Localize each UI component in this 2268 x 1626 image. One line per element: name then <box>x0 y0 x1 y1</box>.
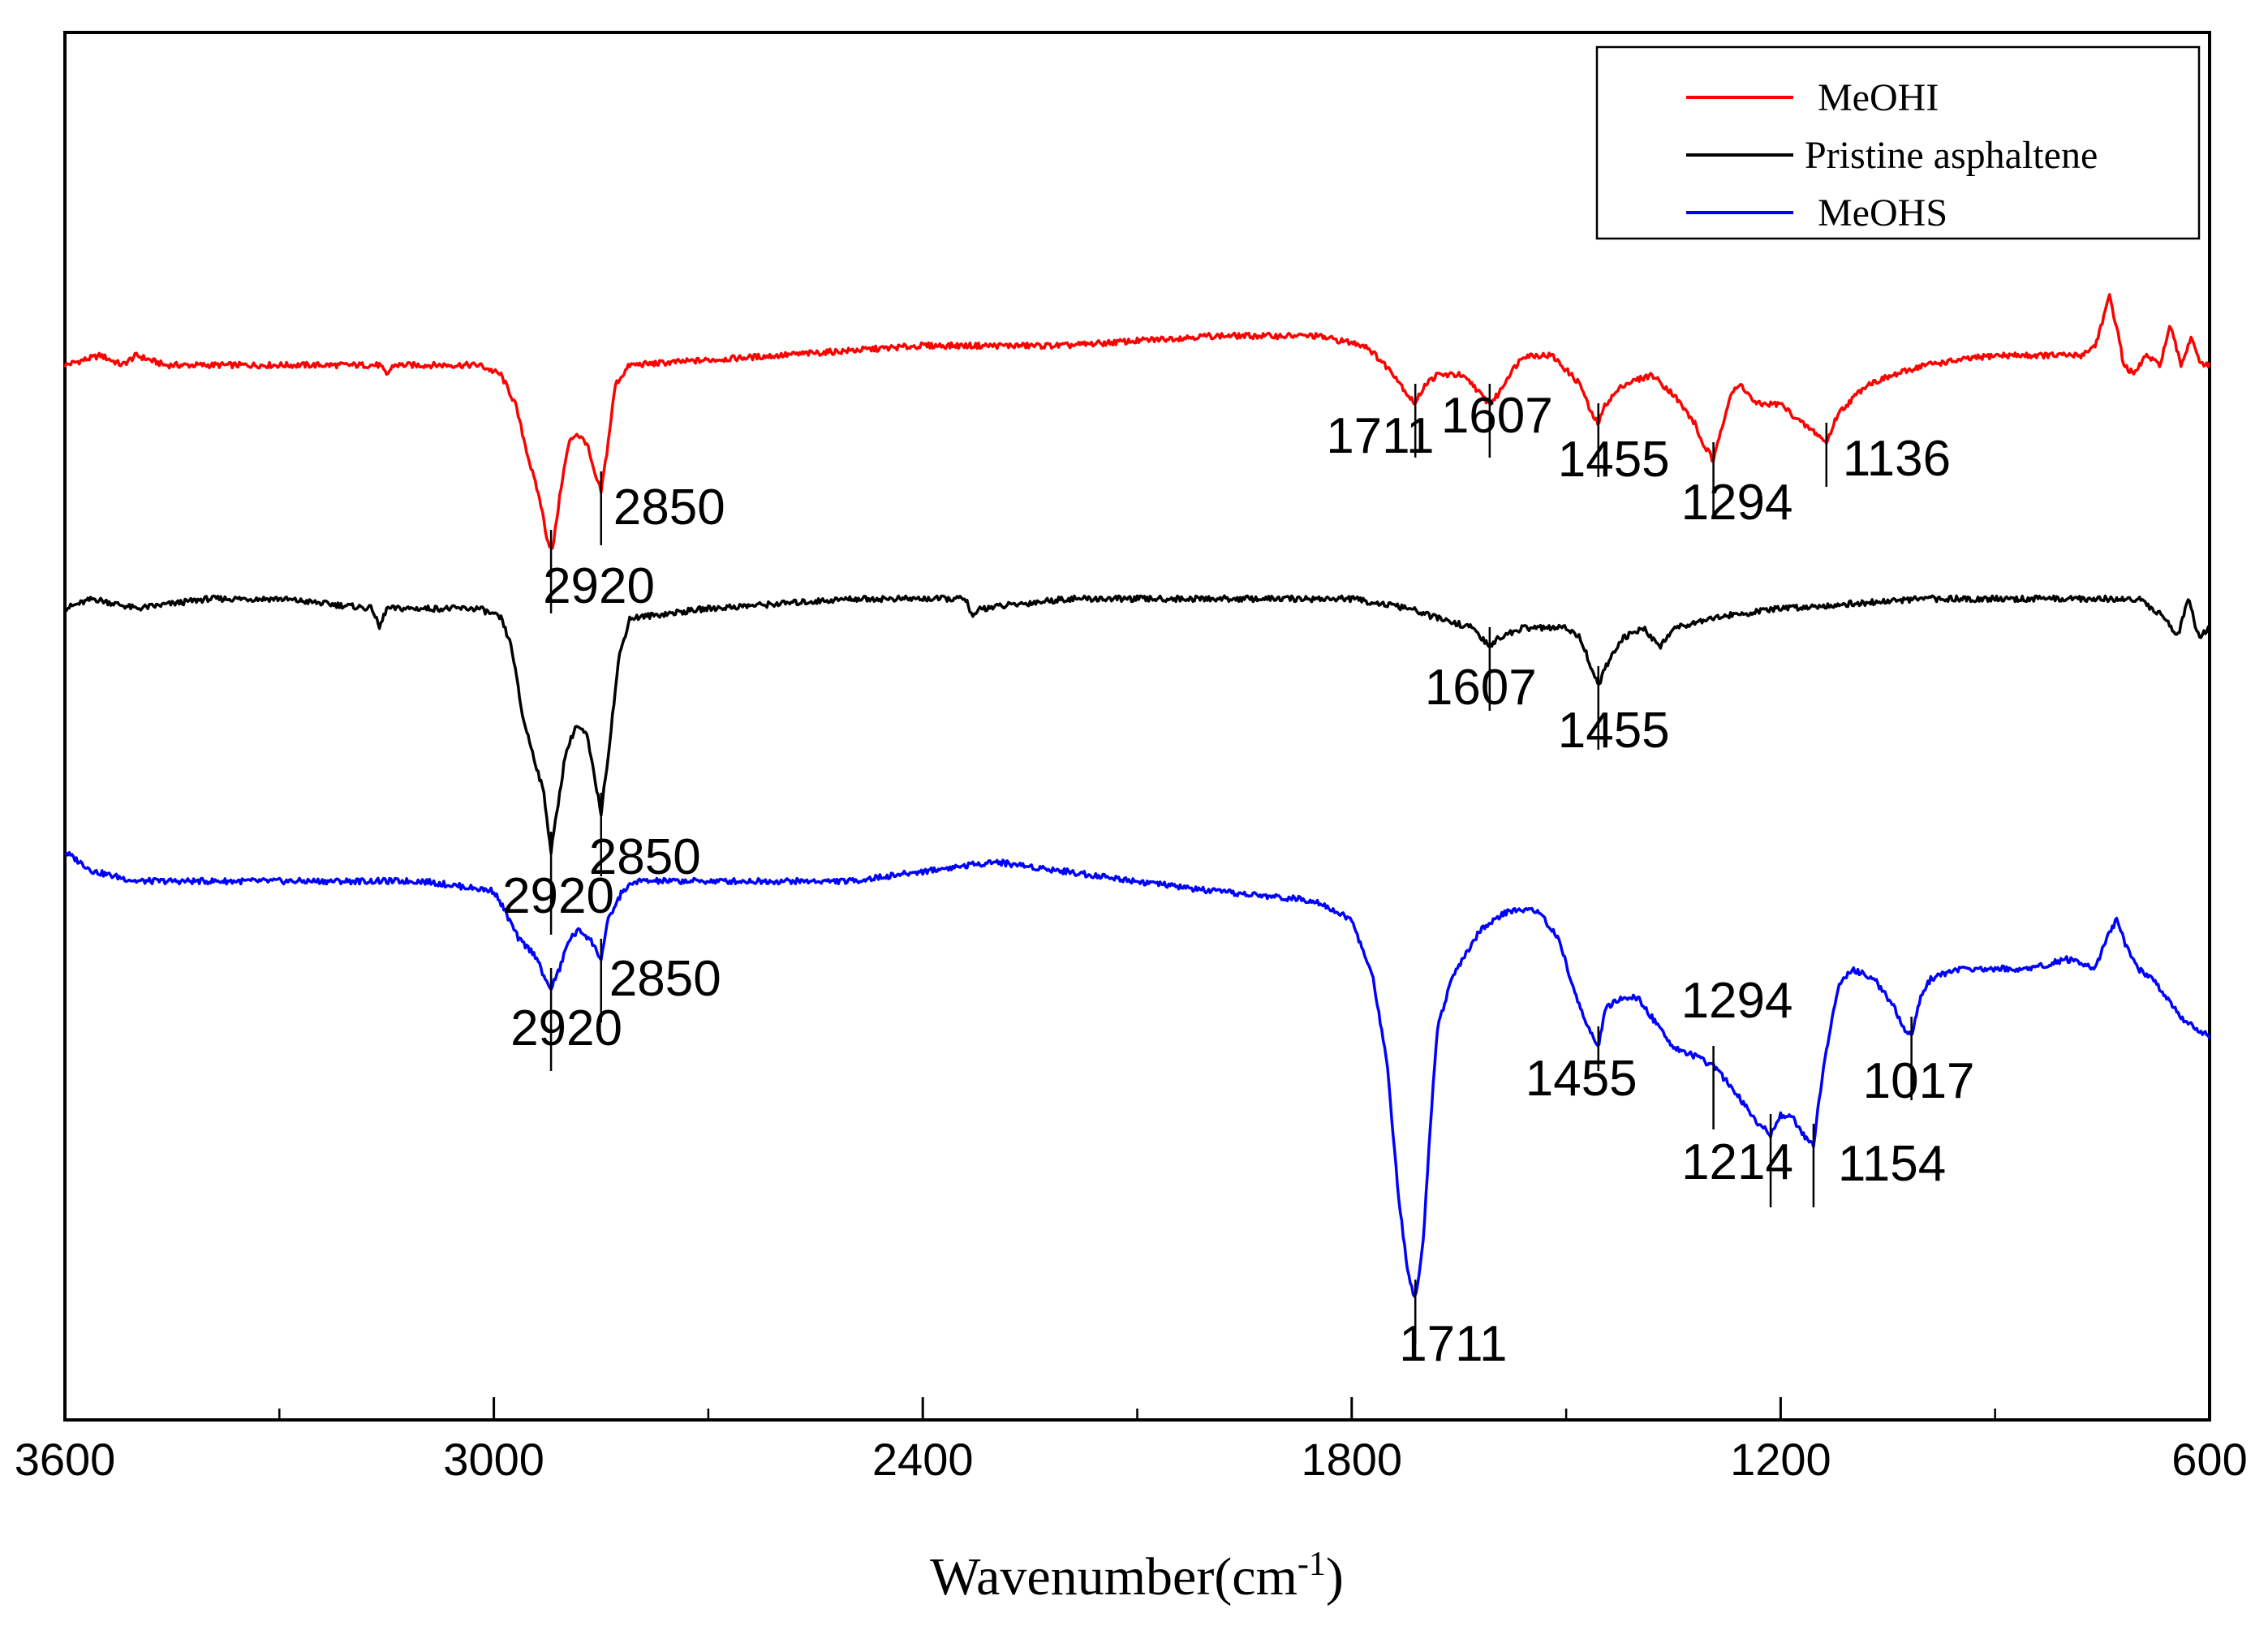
peak-label: 1455 <box>1558 703 1670 759</box>
x-axis-title-superscript: -1 <box>1298 1546 1326 1583</box>
peak-label: 1607 <box>1425 660 1537 716</box>
peak-label: 1711 <box>1326 408 1434 464</box>
legend-label: Pristine asphaltene <box>1805 134 2098 177</box>
series-line-0 <box>63 293 2211 550</box>
x-tick-label: 3000 <box>443 1434 544 1485</box>
peak-label: 1294 <box>1681 973 1793 1029</box>
series-line-2 <box>64 850 2211 1298</box>
x-axis-title-text: Wavenumber(cm <box>930 1547 1298 1607</box>
peak-label: 2850 <box>613 480 725 536</box>
series-line-1 <box>64 594 2211 855</box>
peak-label: 2920 <box>510 1000 622 1056</box>
x-tick-label: 3600 <box>15 1434 116 1485</box>
peak-label: 1455 <box>1526 1051 1638 1107</box>
peak-label: 2920 <box>543 558 655 614</box>
legend: MeOHI Pristine asphaltene MeOHS <box>1595 45 2201 240</box>
peak-label: 1607 <box>1441 388 1553 444</box>
x-tick-label: 1200 <box>1730 1434 1831 1485</box>
x-tick-label: 600 <box>2171 1434 2247 1485</box>
peak-label: 1214 <box>1681 1134 1793 1190</box>
peak-label: 1455 <box>1558 432 1670 488</box>
x-axis-title: Wavenumber(cm-1) <box>930 1546 1344 1607</box>
x-axis: 3600 3000 2400 1800 1200 600 <box>15 1397 2248 1485</box>
x-axis-title-close: ) <box>1326 1547 1344 1607</box>
series-layer <box>63 293 2211 1298</box>
legend-box <box>1595 45 2201 240</box>
peak-label: 1017 <box>1863 1053 1975 1109</box>
peak-label: 2850 <box>589 829 701 885</box>
x-tick-label: 1800 <box>1302 1434 1403 1485</box>
peak-label: 2920 <box>502 868 614 924</box>
peak-label: 1154 <box>1838 1136 1946 1192</box>
legend-label: MeOHS <box>1818 191 1947 234</box>
peak-label: 1294 <box>1681 475 1793 531</box>
peak-label: 2850 <box>609 951 721 1007</box>
plot-frame <box>63 31 2211 1422</box>
legend-label: MeOHI <box>1818 76 1939 119</box>
x-tick-label: 2400 <box>872 1434 974 1485</box>
peak-label: 1136 <box>1843 431 1951 487</box>
peak-label: 1711 <box>1399 1316 1507 1372</box>
